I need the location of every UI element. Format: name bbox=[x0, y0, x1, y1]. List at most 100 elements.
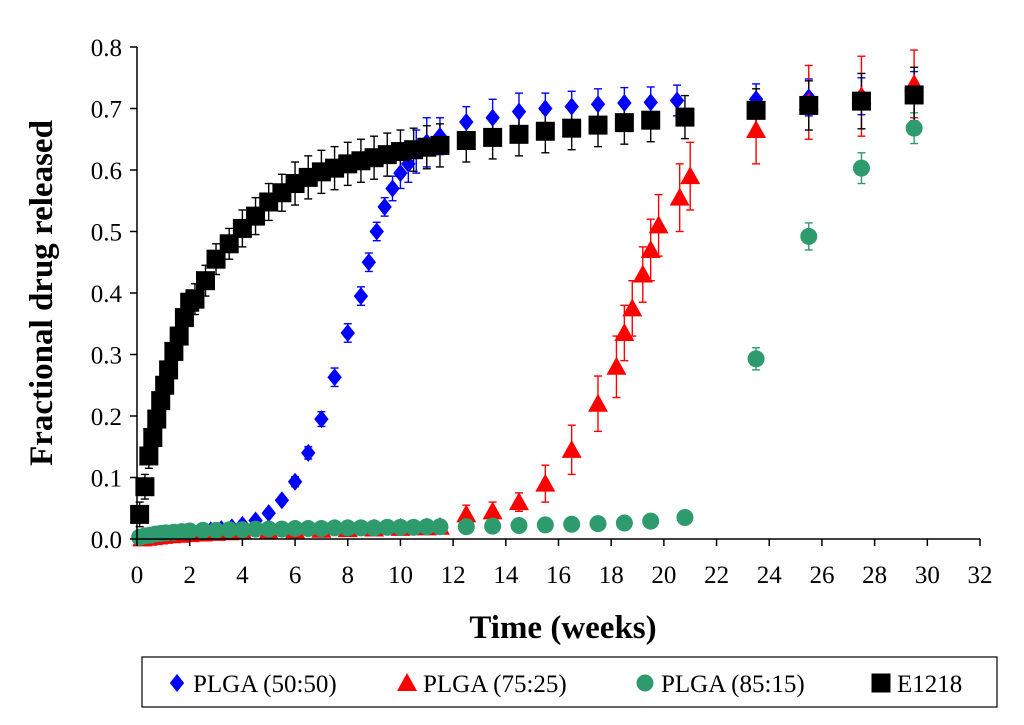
point-e1218 bbox=[174, 308, 194, 328]
point-plga-50-50 bbox=[669, 91, 685, 110]
y-tick-label: 0.2 bbox=[91, 404, 122, 431]
point-e1218 bbox=[641, 110, 661, 130]
point-e1218 bbox=[535, 121, 555, 141]
point-plga-50-50 bbox=[485, 108, 500, 127]
point-plga-75-25 bbox=[648, 215, 669, 234]
point-plga-75-25 bbox=[508, 492, 529, 511]
point-plga-50-50 bbox=[393, 164, 408, 183]
point-plga-85-15 bbox=[536, 516, 554, 534]
y-tick-label: 0.7 bbox=[91, 97, 122, 124]
point-plga-85-15 bbox=[800, 227, 818, 245]
legend-label-plga-85-15: PLGA (85:15) bbox=[661, 671, 805, 698]
point-e1218 bbox=[169, 326, 189, 346]
point-e1218 bbox=[851, 91, 871, 111]
point-plga-50-50 bbox=[538, 99, 553, 118]
x-tick-label: 12 bbox=[441, 562, 466, 589]
point-plga-75-25 bbox=[746, 120, 767, 139]
point-plga-50-50 bbox=[340, 323, 355, 342]
x-tick-label: 0 bbox=[131, 562, 144, 589]
point-plga-85-15 bbox=[194, 521, 212, 539]
point-e1218 bbox=[904, 85, 924, 105]
legend-marker-plga-50-50 bbox=[169, 674, 185, 692]
x-tick-label: 4 bbox=[236, 562, 249, 589]
point-plga-50-50 bbox=[261, 504, 276, 523]
point-e1218 bbox=[614, 113, 634, 133]
data-markers bbox=[130, 73, 925, 547]
point-plga-50-50 bbox=[385, 179, 400, 198]
point-plga-50-50 bbox=[301, 443, 316, 462]
point-plga-50-50 bbox=[511, 102, 527, 121]
point-plga-85-15 bbox=[615, 514, 633, 532]
legend: PLGA (50:50) PLGA (75:25) PLGA (85:15) E121… bbox=[141, 656, 998, 708]
point-plga-85-15 bbox=[181, 522, 199, 540]
legend-marker-plga-75-25 bbox=[397, 673, 417, 691]
legend-marker-e1218 bbox=[871, 673, 891, 693]
point-plga-85-15 bbox=[563, 515, 581, 533]
error-bars bbox=[135, 49, 919, 528]
x-tick-label: 22 bbox=[704, 562, 729, 589]
legend-box bbox=[141, 656, 998, 708]
point-plga-75-25 bbox=[680, 166, 701, 185]
point-plga-85-15 bbox=[339, 519, 357, 537]
point-plga-50-50 bbox=[643, 93, 658, 112]
point-e1218 bbox=[509, 124, 529, 144]
point-e1218 bbox=[159, 360, 179, 380]
y-ticks: 0.0 0.1 0.2 0.3 0.4 0.5 0.6 0.7 0.8 bbox=[91, 35, 137, 554]
point-plga-75-25 bbox=[614, 322, 635, 341]
x-tick-label: 26 bbox=[809, 562, 834, 589]
point-plga-75-25 bbox=[606, 356, 627, 375]
point-plga-85-15 bbox=[905, 119, 923, 137]
x-tick-label: 32 bbox=[968, 562, 993, 589]
point-plga-75-25 bbox=[588, 393, 609, 412]
point-plga-50-50 bbox=[327, 368, 342, 387]
point-plga-85-15 bbox=[260, 520, 278, 538]
x-ticks: 0 2 4 6 8 10 12 14 16 18 20 22 24 26 28 30 32 bbox=[131, 539, 993, 589]
y-tick-label: 0.6 bbox=[91, 158, 122, 185]
point-plga-50-50 bbox=[564, 97, 579, 116]
x-tick-label: 14 bbox=[493, 562, 519, 589]
x-tick-label: 2 bbox=[183, 562, 196, 589]
point-plga-75-25 bbox=[561, 439, 582, 458]
point-plga-75-25 bbox=[640, 239, 661, 258]
point-e1218 bbox=[588, 115, 608, 135]
y-tick-label: 0.0 bbox=[91, 527, 122, 554]
y-tick-label: 0.4 bbox=[91, 281, 123, 308]
y-tick-label: 0.3 bbox=[91, 343, 122, 370]
legend-label-plga-75-25: PLGA (75:25) bbox=[423, 671, 567, 698]
point-plga-85-15 bbox=[247, 520, 265, 538]
x-tick-label: 10 bbox=[388, 562, 413, 589]
point-e1218 bbox=[219, 234, 239, 254]
legend-marker-plga-85-15 bbox=[636, 674, 654, 692]
point-plga-50-50 bbox=[590, 95, 606, 114]
point-plga-85-15 bbox=[378, 518, 396, 536]
point-plga-50-50 bbox=[377, 197, 392, 216]
legend-label-plga-50-50: PLGA (50:50) bbox=[193, 671, 337, 698]
point-plga-85-15 bbox=[418, 518, 436, 536]
point-plga-85-15 bbox=[457, 518, 475, 536]
point-e1218 bbox=[164, 341, 184, 361]
point-plga-85-15 bbox=[510, 516, 528, 534]
x-axis-title: Time (weeks) bbox=[469, 610, 656, 646]
point-e1218 bbox=[483, 127, 503, 147]
point-e1218 bbox=[799, 95, 819, 115]
axes bbox=[136, 47, 980, 540]
point-e1218 bbox=[139, 446, 159, 466]
point-plga-85-15 bbox=[852, 159, 870, 177]
point-e1218 bbox=[151, 391, 171, 411]
y-tick-label: 0.5 bbox=[91, 220, 122, 247]
x-tick-label: 30 bbox=[915, 562, 940, 589]
x-tick-label: 28 bbox=[862, 562, 887, 589]
x-tick-label: 16 bbox=[546, 562, 571, 589]
point-plga-85-15 bbox=[299, 520, 317, 538]
point-e1218 bbox=[155, 375, 175, 395]
point-e1218 bbox=[185, 289, 205, 309]
point-plga-75-25 bbox=[669, 187, 690, 206]
point-e1218 bbox=[456, 130, 476, 150]
point-plga-50-50 bbox=[314, 410, 329, 429]
point-e1218 bbox=[562, 118, 582, 138]
point-plga-75-25 bbox=[632, 264, 653, 283]
x-tick-label: 6 bbox=[289, 562, 302, 589]
point-plga-50-50 bbox=[459, 113, 474, 132]
point-plga-85-15 bbox=[642, 512, 660, 530]
